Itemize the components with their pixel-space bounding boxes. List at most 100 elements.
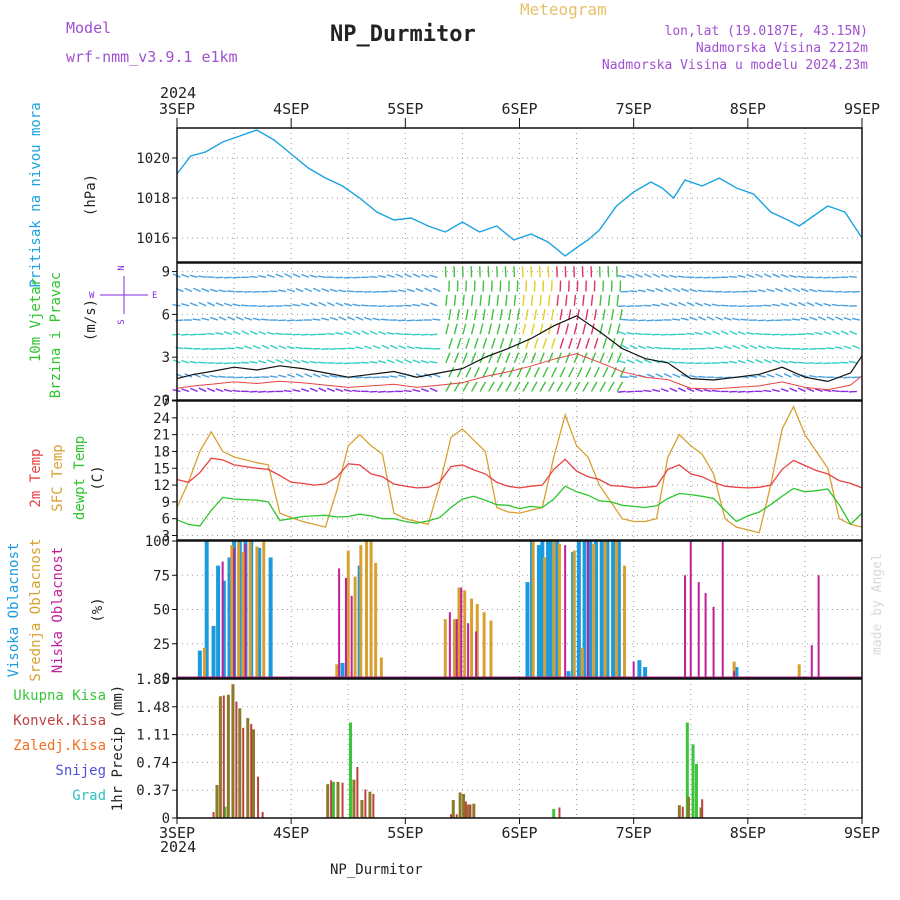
wind-barb bbox=[258, 390, 267, 393]
wind-barb bbox=[181, 303, 190, 307]
wind-barb bbox=[398, 374, 407, 378]
wind-barb bbox=[347, 316, 355, 321]
wind-barb bbox=[395, 358, 404, 364]
conv-precip-bar bbox=[464, 801, 467, 818]
wind-barb bbox=[209, 316, 218, 321]
wind-barb bbox=[189, 302, 198, 307]
wind-barb bbox=[638, 345, 647, 350]
wind-barb bbox=[834, 346, 843, 350]
total-precip-bar bbox=[691, 744, 695, 818]
wind-barb bbox=[806, 301, 815, 307]
wind-barb bbox=[626, 274, 635, 278]
strat-precip-bar bbox=[466, 804, 470, 818]
wind-barb bbox=[189, 360, 198, 364]
wind-barb bbox=[678, 387, 686, 393]
wind-barb bbox=[635, 273, 644, 278]
wind-barb bbox=[363, 290, 372, 293]
mid-cloud-bar bbox=[482, 612, 486, 678]
wind-barb bbox=[610, 337, 616, 349]
wind-barb bbox=[232, 389, 241, 393]
wind-barb bbox=[763, 358, 772, 364]
wind-barb bbox=[792, 373, 801, 378]
wind-barb bbox=[697, 375, 706, 378]
wind-barb bbox=[318, 387, 327, 393]
wind-barb bbox=[852, 344, 861, 350]
wind-barb bbox=[252, 290, 261, 293]
wind-barb bbox=[635, 358, 644, 364]
wind-barb bbox=[573, 323, 578, 335]
dewpt-temp-line bbox=[176, 485, 863, 527]
wind-barb bbox=[249, 360, 258, 364]
wind-barb bbox=[689, 374, 698, 378]
model-name: wrf-nmm_v3.9.1 e1km bbox=[66, 48, 238, 66]
strat-precip-bar bbox=[699, 807, 703, 818]
wind-barb bbox=[300, 303, 310, 307]
wind-barb bbox=[377, 305, 386, 308]
wind-barb bbox=[453, 323, 458, 335]
wind-barb bbox=[343, 362, 352, 365]
wind-gust-line bbox=[176, 353, 863, 391]
wind-barb bbox=[823, 276, 832, 279]
wind-barb bbox=[843, 290, 852, 293]
wind-barb bbox=[669, 274, 678, 278]
wind-barb bbox=[689, 288, 698, 293]
strat-precip-bar bbox=[336, 781, 340, 818]
wind-barb bbox=[429, 360, 438, 364]
wind-barb bbox=[851, 290, 860, 293]
mid-cloud-bar bbox=[241, 551, 245, 678]
wind-barb bbox=[386, 390, 395, 393]
wind-barb bbox=[482, 337, 488, 349]
wind-barb bbox=[814, 302, 823, 307]
wind-barb bbox=[369, 275, 378, 278]
wind-barb bbox=[352, 330, 361, 335]
high-cloud-bar bbox=[536, 545, 541, 678]
wind-barb bbox=[445, 323, 450, 335]
low-cloud-bar bbox=[475, 631, 478, 678]
strat-precip-bar bbox=[686, 796, 690, 818]
wind-barb bbox=[848, 360, 857, 364]
wind-barb bbox=[309, 274, 318, 278]
wind-barb bbox=[780, 388, 789, 393]
wind-barb bbox=[522, 294, 525, 306]
pressure-y-tick-label: 1018 bbox=[136, 191, 170, 207]
pressure-unit: (hPa) bbox=[83, 174, 99, 216]
strat-precip-bar bbox=[231, 684, 235, 818]
wind-barb bbox=[530, 323, 535, 335]
temp-y-tick-label: 21 bbox=[153, 428, 170, 444]
wind-barb bbox=[646, 373, 655, 378]
wind-barb bbox=[283, 389, 292, 393]
wind-barb bbox=[715, 316, 724, 321]
wind-barb bbox=[395, 332, 404, 336]
wind-barb bbox=[278, 319, 287, 322]
wind-barb bbox=[329, 288, 338, 293]
wind-barb bbox=[678, 301, 686, 307]
wind-barb bbox=[223, 362, 232, 365]
low-cloud-bar bbox=[721, 541, 724, 678]
wind-barb bbox=[448, 366, 455, 378]
wind-barb bbox=[284, 273, 293, 278]
wind-barb bbox=[429, 302, 438, 307]
wind-barb bbox=[607, 294, 611, 306]
wind-barb bbox=[292, 273, 301, 278]
wind-barb bbox=[737, 390, 746, 393]
wind-barb bbox=[695, 302, 703, 307]
temp-y-tick-label: 6 bbox=[162, 512, 170, 528]
wind-barb bbox=[456, 337, 462, 349]
wind-barb bbox=[363, 376, 372, 379]
wind-barb bbox=[686, 387, 695, 393]
wind-barb bbox=[677, 275, 686, 278]
wind-barb bbox=[840, 330, 849, 335]
wind-barb bbox=[215, 388, 224, 393]
wind-barb bbox=[565, 352, 571, 364]
high-cloud-bar bbox=[566, 671, 571, 678]
mid-cloud-bar bbox=[580, 647, 584, 678]
wind-barb bbox=[616, 294, 619, 306]
wind-barb bbox=[232, 303, 241, 307]
wind-barb bbox=[406, 319, 415, 322]
wind-barb bbox=[680, 317, 689, 321]
total-precip-bar bbox=[552, 808, 556, 818]
wind-barb bbox=[386, 359, 395, 364]
wind-barb bbox=[491, 366, 498, 378]
wind-barb bbox=[720, 330, 729, 335]
